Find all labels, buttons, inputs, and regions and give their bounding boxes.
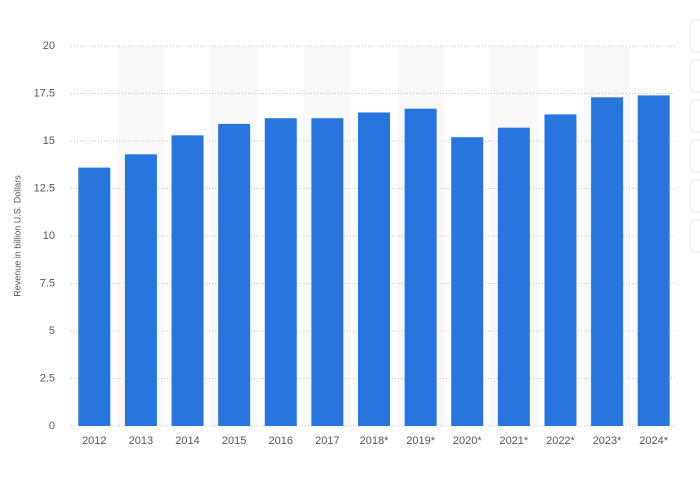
button[interactable] [689, 219, 700, 253]
x-tick-label: 2015 [222, 435, 246, 447]
x-tick-label: 2020* [453, 435, 482, 447]
bar [497, 127, 530, 426]
button[interactable] [689, 59, 700, 93]
x-tick-label: 2012 [82, 435, 106, 447]
x-tick-label: 2019* [406, 435, 435, 447]
x-tick-label: 2017 [315, 435, 339, 447]
y-tick-label: 5 [49, 325, 55, 337]
x-tick-label: 2016 [269, 435, 293, 447]
y-axis-title: Revenue in billion U.S. Dollars [12, 175, 22, 297]
bar [358, 112, 390, 426]
x-tick-label: 2022* [546, 435, 575, 447]
bar [124, 154, 157, 427]
y-tick-label: 20 [43, 40, 55, 52]
bar [171, 135, 204, 427]
bar [451, 137, 484, 426]
bar [637, 95, 670, 427]
button[interactable] [689, 19, 700, 53]
x-tick-label: 2018* [360, 435, 389, 447]
bar [78, 167, 111, 426]
side-buttons [689, 19, 700, 253]
y-tick-label: 0 [49, 420, 55, 432]
bar [218, 123, 251, 427]
y-tick-label: 10 [43, 230, 55, 242]
x-tick-label: 2021* [499, 435, 528, 447]
y-tick-label: 12.5 [34, 182, 55, 194]
button[interactable] [689, 179, 700, 213]
bar [544, 114, 577, 427]
x-tick-label: 2014 [175, 435, 199, 447]
button[interactable] [689, 99, 700, 133]
x-tick-label: 2024* [639, 435, 668, 447]
y-tick-label: 15 [43, 135, 55, 147]
x-tick-label: 2013 [129, 435, 153, 447]
button[interactable] [689, 139, 700, 173]
bar [591, 97, 624, 427]
y-tick-label: 17.5 [34, 87, 55, 99]
x-tick-label: 2023* [593, 435, 622, 447]
bar [311, 118, 344, 426]
y-tick-label: 2.5 [40, 372, 55, 384]
bar [404, 108, 437, 426]
bar [264, 118, 297, 426]
y-tick-label: 7.5 [40, 277, 55, 289]
